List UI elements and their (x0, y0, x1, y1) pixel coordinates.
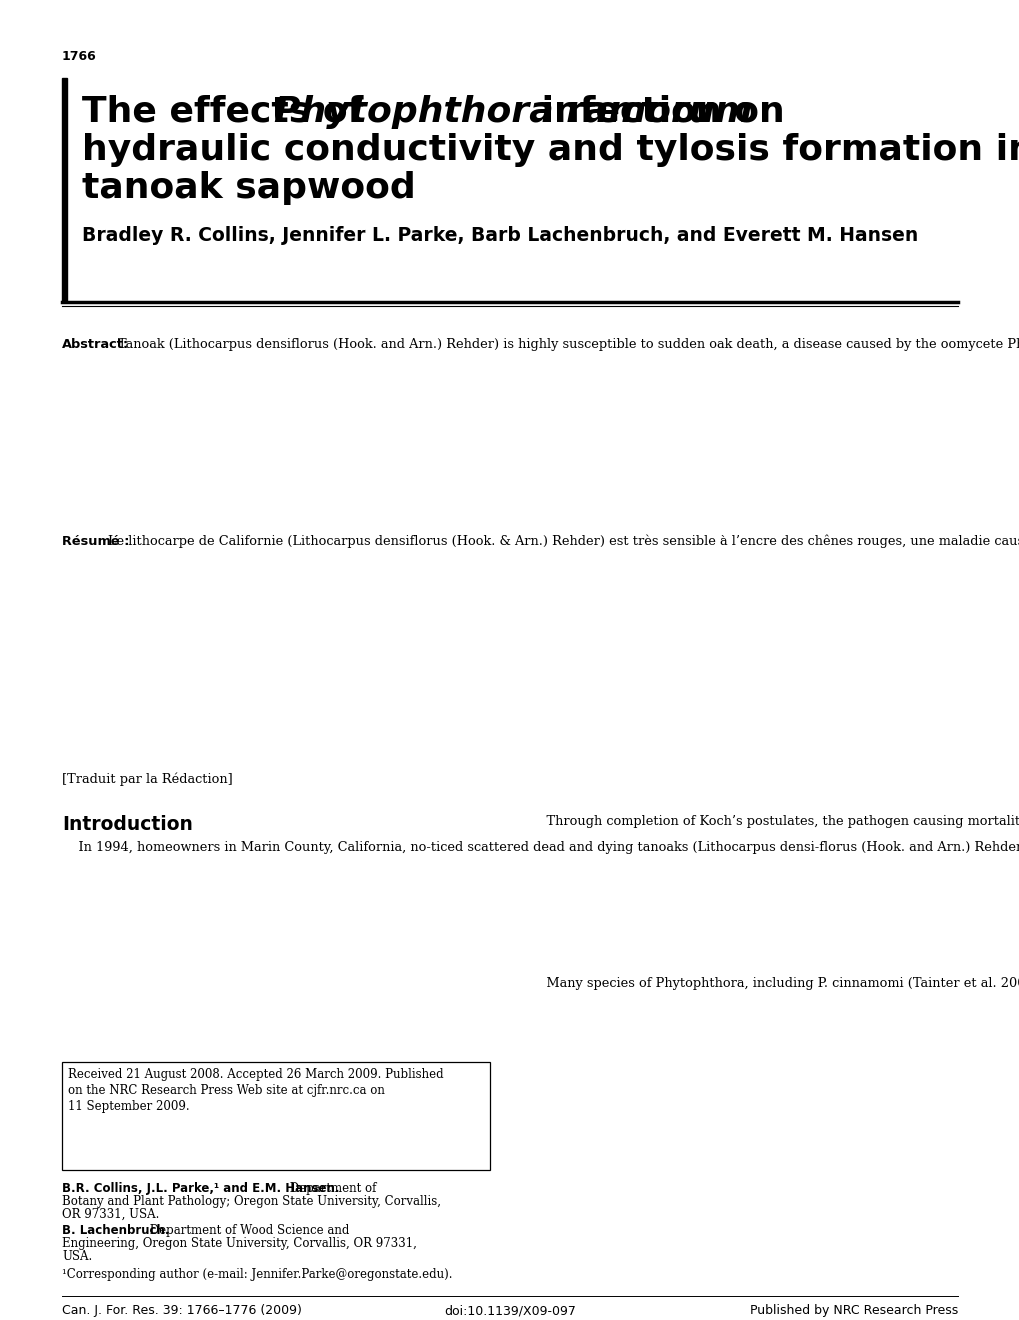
Bar (62, 1063, 489, 1170)
Text: Phytophthora ramorum: Phytophthora ramorum (274, 95, 752, 129)
Text: Received 21 August 2008. Accepted 26 March 2009. Published
on the NRC Research P: Received 21 August 2008. Accepted 26 Mar… (68, 1068, 443, 1113)
Text: Department of: Department of (285, 1181, 376, 1195)
Text: Abstract:: Abstract: (62, 338, 129, 351)
Text: OR 97331, USA.: OR 97331, USA. (62, 1208, 159, 1221)
Text: Botany and Plant Pathology; Oregon State University, Corvallis,: Botany and Plant Pathology; Oregon State… (62, 1195, 440, 1208)
Text: USA.: USA. (62, 1250, 92, 1263)
Text: doi:10.1139/X09-097: doi:10.1139/X09-097 (443, 1304, 576, 1317)
Text: Tanoak (Lithocarpus densiflorus (Hook. and Arn.) Rehder) is highly susceptible t: Tanoak (Lithocarpus densiflorus (Hook. a… (118, 338, 1019, 351)
Text: ¹Corresponding author (e-mail: Jennifer.Parke@oregonstate.edu).: ¹Corresponding author (e-mail: Jennifer.… (62, 1269, 452, 1280)
Text: infection on: infection on (529, 95, 784, 129)
Text: Résumé :: Résumé : (62, 535, 129, 548)
Text: B.R. Collins, J.L. Parke,¹ and E.M. Hansen.: B.R. Collins, J.L. Parke,¹ and E.M. Hans… (62, 1181, 339, 1195)
Text: Le lithocarpe de Californie (Lithocarpus densiflorus (Hook. & Arn.) Rehder) est : Le lithocarpe de Californie (Lithocarpus… (108, 535, 1019, 549)
Text: Department of Wood Science and: Department of Wood Science and (146, 1224, 350, 1237)
Text: 1766: 1766 (62, 50, 97, 63)
Text: Many species of Phytophthora, including P. cinnamomi (Tainter et al. 2000) and P: Many species of Phytophthora, including … (530, 977, 1019, 990)
Bar (62, 78, 67, 302)
Text: tanoak sapwood: tanoak sapwood (82, 172, 416, 205)
Text: Published by NRC Research Press: Published by NRC Research Press (749, 1304, 957, 1317)
Text: hydraulic conductivity and tylosis formation in: hydraulic conductivity and tylosis forma… (82, 133, 1019, 168)
Text: [Traduit par la Rédaction]: [Traduit par la Rédaction] (62, 772, 232, 785)
Text: Can. J. For. Res. 39: 1766–1776 (2009): Can. J. For. Res. 39: 1766–1776 (2009) (62, 1304, 302, 1317)
Text: In 1994, homeowners in Marin County, California, no­ticed scattered dead and dyi: In 1994, homeowners in Marin County, Cal… (62, 840, 1019, 854)
Text: Bradley R. Collins, Jennifer L. Parke, Barb Lachenbruch, and Everett M. Hansen: Bradley R. Collins, Jennifer L. Parke, B… (82, 226, 917, 246)
Text: B. Lachenbruch.: B. Lachenbruch. (62, 1224, 169, 1237)
Text: Engineering, Oregon State University, Corvallis, OR 97331,: Engineering, Oregon State University, Co… (62, 1237, 417, 1250)
Text: The effects of: The effects of (82, 95, 376, 129)
Text: Introduction: Introduction (62, 814, 193, 834)
Text: Through completion of Koch’s postulates, the pathogen causing mortality of tanoa: Through completion of Koch’s postulates,… (530, 814, 1019, 828)
